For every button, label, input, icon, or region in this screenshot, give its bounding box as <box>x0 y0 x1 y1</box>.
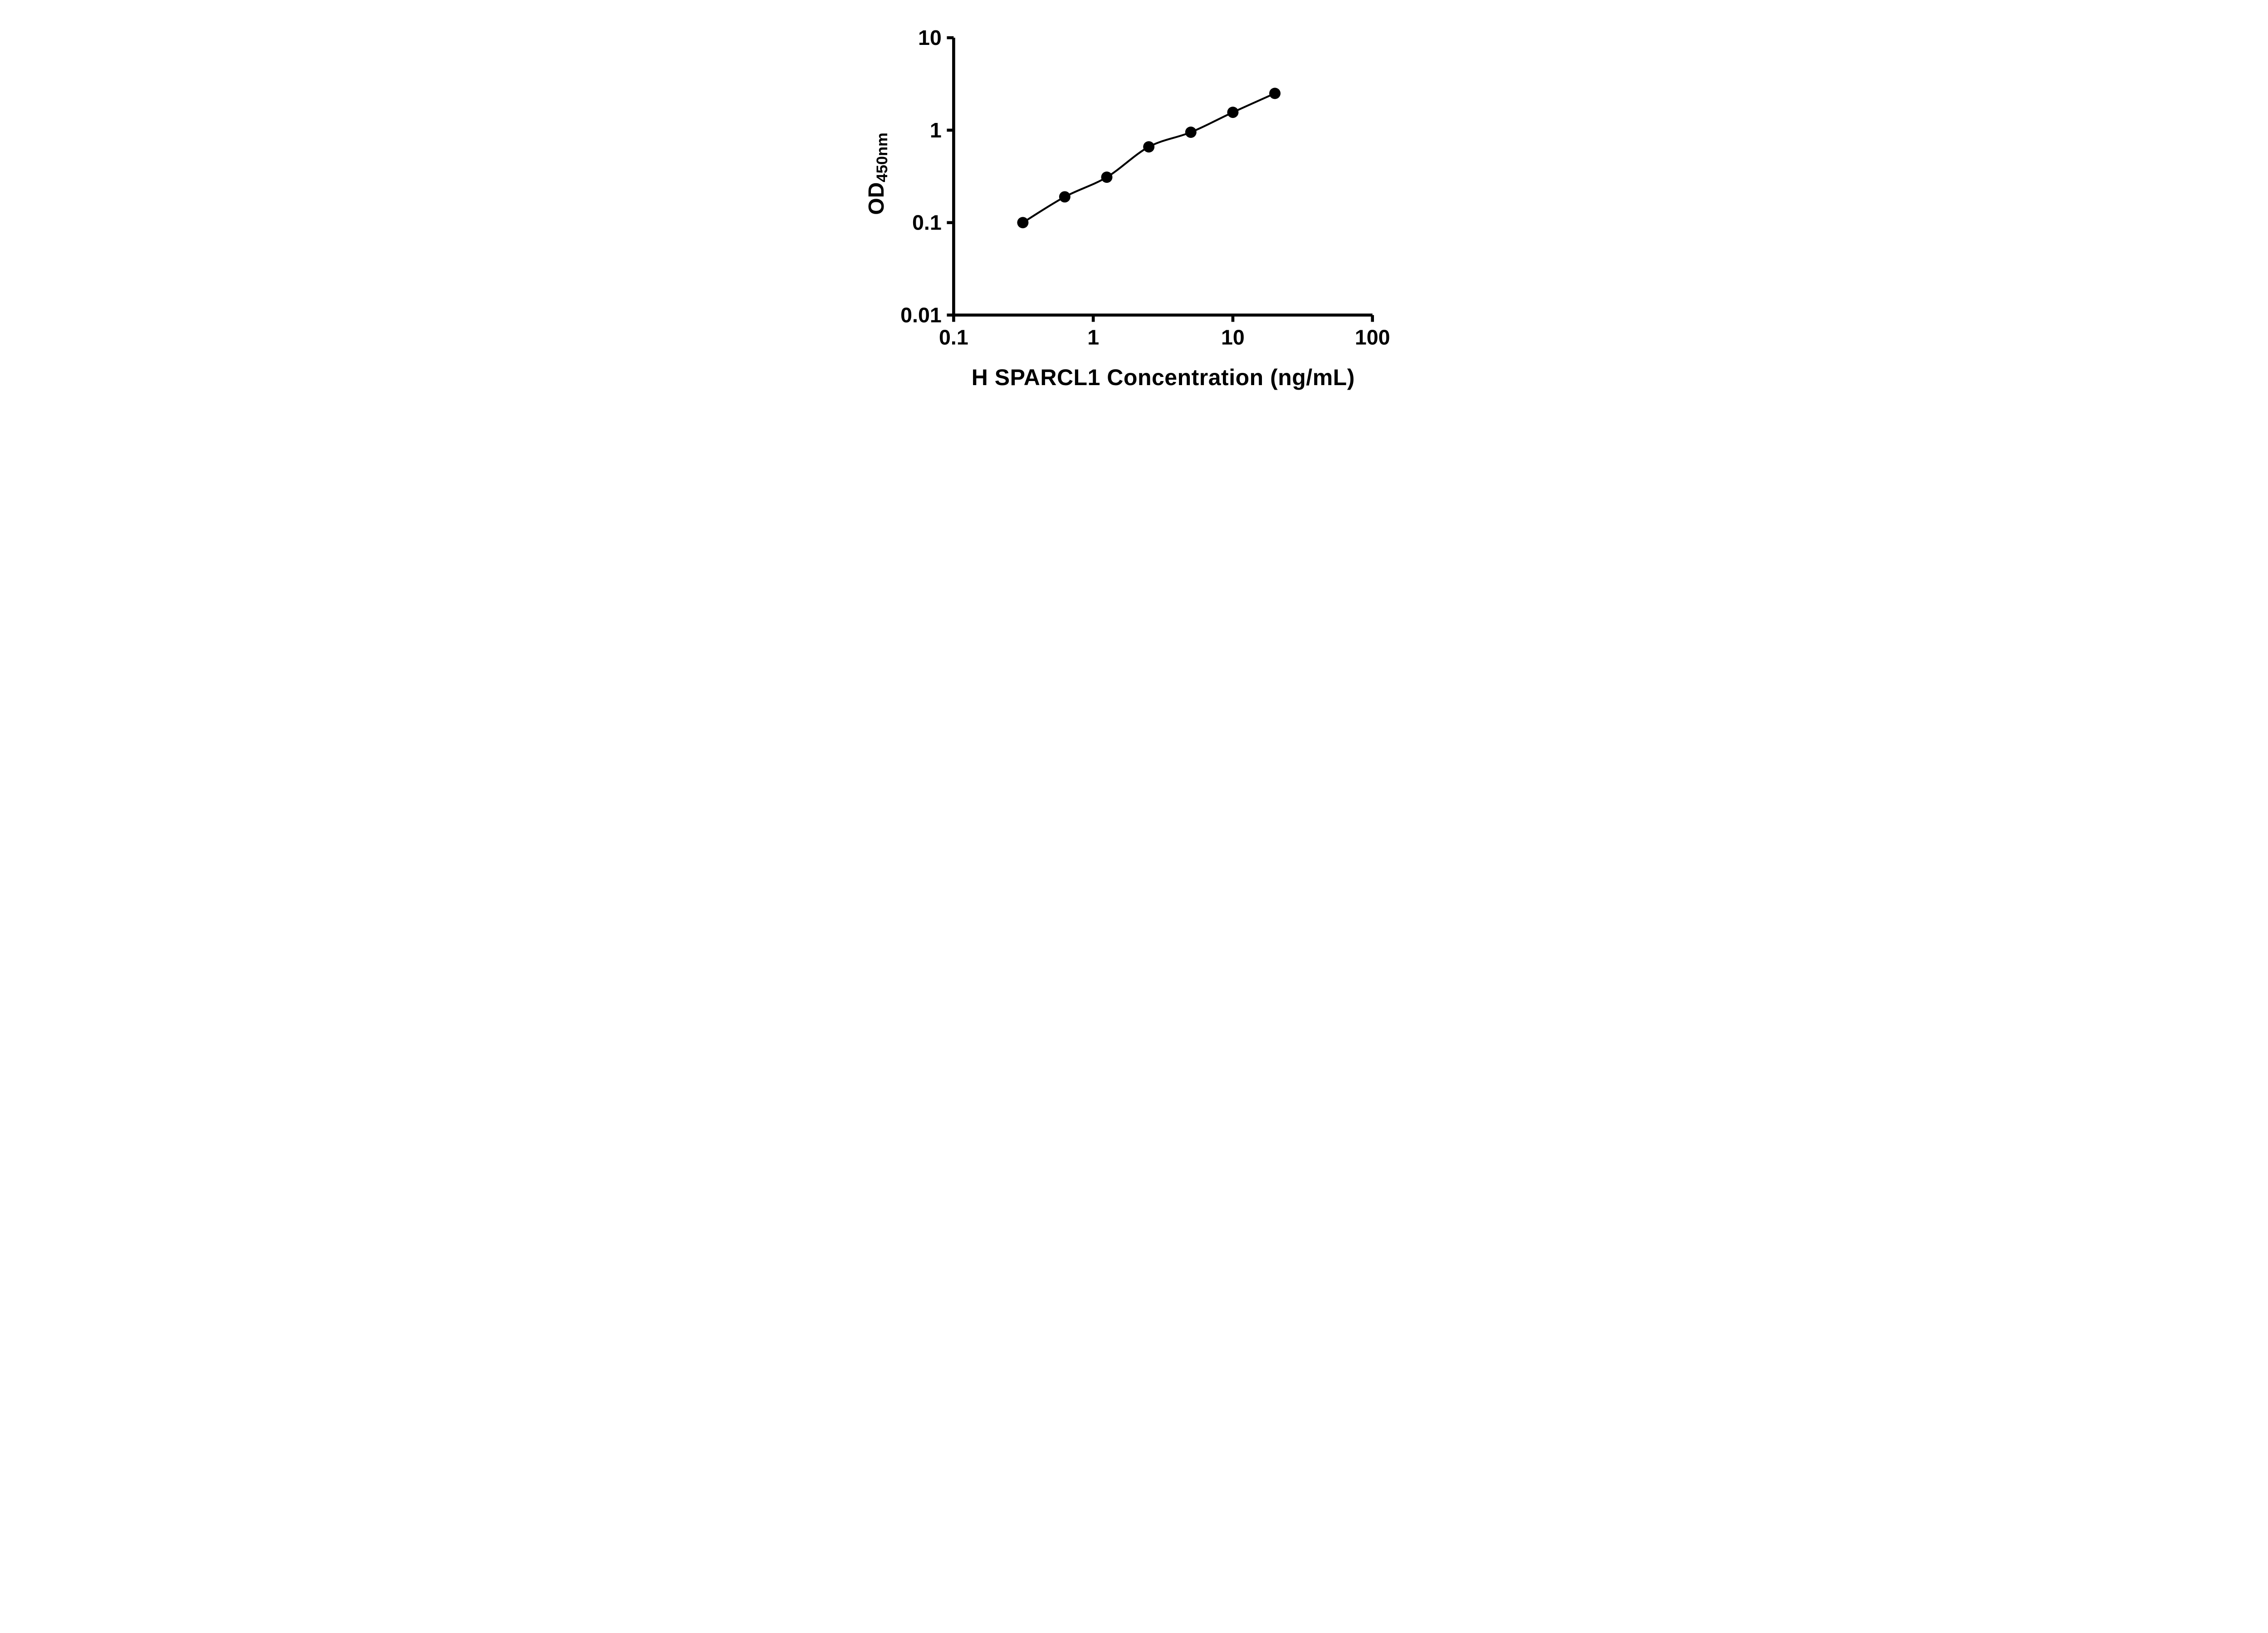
data-point <box>1059 191 1070 203</box>
data-point <box>1017 217 1029 229</box>
y-tick-label: 10 <box>918 26 942 49</box>
data-point <box>1269 88 1281 99</box>
axes-line <box>952 38 1373 317</box>
x-axis-title-text: H SPARCL1 Concentration (ng/mL) <box>971 364 1355 390</box>
x-tick-label: 10 <box>1221 325 1245 349</box>
x-tick-label: 0.1 <box>939 325 968 349</box>
x-tick-label: 100 <box>1355 325 1390 349</box>
x-tick-label: 1 <box>1087 325 1099 349</box>
y-axis-title-text: OD <box>865 182 889 215</box>
y-axis-title-subscript: 450nm <box>874 132 891 183</box>
x-axis-title: H SPARCL1 Concentration (ng/mL) <box>972 364 1355 391</box>
standard-curve-chart: 0.1 1 10 100 0.01 0.1 1 10 H SPARCL1 Concentrat… <box>842 0 1426 408</box>
y-tick-label: 1 <box>930 118 942 142</box>
data-point <box>1185 127 1197 138</box>
data-point <box>1227 107 1239 118</box>
y-axis-title: OD450nm <box>865 133 892 215</box>
data-point <box>1143 141 1155 153</box>
y-tick-label: 0.1 <box>912 211 942 235</box>
data-point <box>1101 171 1113 183</box>
y-tick-label: 0.01 <box>900 303 942 327</box>
